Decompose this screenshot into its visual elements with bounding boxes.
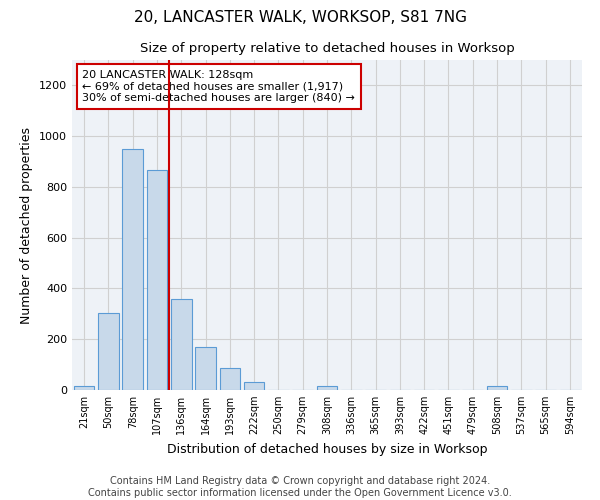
Text: 20, LANCASTER WALK, WORKSOP, S81 7NG: 20, LANCASTER WALK, WORKSOP, S81 7NG [133, 10, 467, 25]
Bar [98, 312, 119, 390]
Title: Size of property relative to detached houses in Worksop: Size of property relative to detached ho… [140, 42, 514, 54]
Bar [171, 298, 191, 390]
Y-axis label: Number of detached properties: Number of detached properties [20, 126, 34, 324]
Text: 20 LANCASTER WALK: 128sqm
← 69% of detached houses are smaller (1,917)
30% of se: 20 LANCASTER WALK: 128sqm ← 69% of detac… [82, 70, 355, 103]
Bar [244, 382, 265, 390]
Bar [487, 386, 508, 390]
X-axis label: Distribution of detached houses by size in Worksop: Distribution of detached houses by size … [167, 442, 487, 456]
Bar [317, 386, 337, 390]
Bar [74, 386, 94, 390]
Bar [146, 170, 167, 390]
Bar [195, 347, 216, 390]
Bar [220, 368, 240, 390]
Bar [122, 149, 143, 390]
Text: Contains HM Land Registry data © Crown copyright and database right 2024.
Contai: Contains HM Land Registry data © Crown c… [88, 476, 512, 498]
